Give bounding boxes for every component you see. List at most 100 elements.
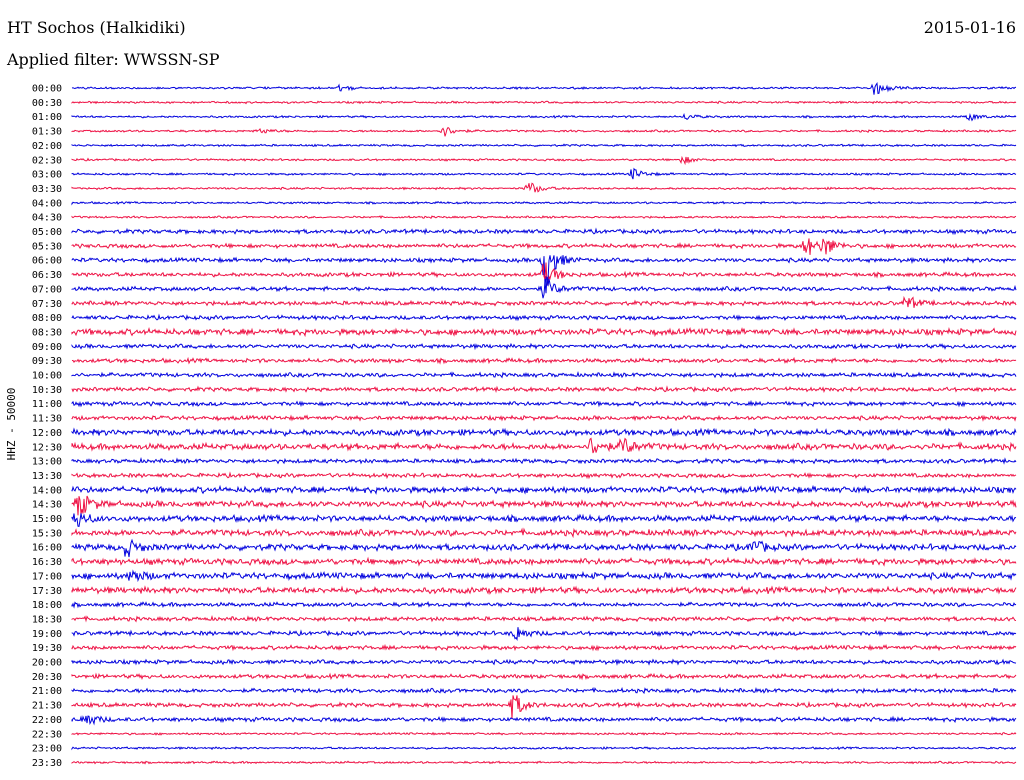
tick-label: 14:00 [32, 485, 62, 496]
tick-label: 11:00 [32, 399, 62, 410]
trace-line [71, 585, 1017, 595]
trace-line [71, 538, 1017, 558]
trace-line [71, 100, 1017, 105]
trace-line [71, 495, 1017, 516]
tick-label: 19:30 [32, 643, 62, 654]
tick-label: 15:00 [32, 514, 62, 525]
trace-line [71, 527, 1017, 539]
tick-label: 06:30 [32, 270, 62, 281]
tick-label: 18:30 [32, 614, 62, 625]
trace-line [71, 746, 1017, 751]
tick-label: 05:30 [32, 241, 62, 252]
tick-label: 05:00 [32, 227, 62, 238]
trace-line [71, 643, 1017, 652]
tick-label: 04:00 [32, 198, 62, 209]
tick-label: 06:00 [32, 256, 62, 267]
tick-label: 01:00 [32, 112, 62, 123]
tick-label: 03:30 [32, 184, 62, 195]
tick-label: 02:00 [32, 141, 62, 152]
tick-label: 08:30 [32, 327, 62, 338]
tick-label: 13:00 [32, 457, 62, 468]
y-axis-label: HHZ - 50000 [5, 388, 18, 461]
trace-line [71, 276, 1017, 299]
trace-line [71, 81, 1017, 95]
tick-label: 08:00 [32, 313, 62, 324]
tick-label: 04:30 [32, 213, 62, 224]
trace-line [71, 484, 1017, 495]
trace-line [71, 513, 1017, 527]
trace-line [71, 414, 1017, 422]
tick-label: 00:30 [32, 98, 62, 109]
trace-line [71, 437, 1017, 454]
trace-line [71, 695, 1017, 719]
trace-line [71, 182, 1017, 193]
tick-label: 23:00 [32, 744, 62, 755]
trace-line [71, 167, 1017, 180]
trace-line [71, 143, 1017, 148]
trace-line [71, 215, 1017, 220]
trace-line [71, 370, 1017, 379]
tick-label: 10:00 [32, 371, 62, 382]
trace-line [71, 715, 1017, 726]
tick-label: 10:30 [32, 385, 62, 396]
trace-line [71, 457, 1017, 465]
trace-line [71, 295, 1017, 308]
tick-label: 21:30 [32, 701, 62, 712]
tick-label: 14:30 [32, 500, 62, 511]
tick-label: 21:00 [32, 686, 62, 697]
trace-line [71, 672, 1017, 681]
tick-label: 18:00 [32, 600, 62, 611]
filter-label: Applied filter: WWSSN-SP [7, 50, 220, 69]
trace-line [71, 556, 1017, 567]
tick-label: 07:30 [32, 299, 62, 310]
trace-line [71, 342, 1017, 351]
trace-line [71, 658, 1017, 666]
record-date: 2015-01-16 [923, 18, 1016, 37]
tick-label: 22:00 [32, 715, 62, 726]
tick-label: 20:30 [32, 672, 62, 683]
trace-line [71, 126, 1017, 137]
trace-line [71, 569, 1017, 583]
trace-line [71, 600, 1017, 609]
station-title: HT Sochos (Halkidiki) [7, 18, 186, 37]
trace-line [71, 326, 1017, 338]
tick-label: 01:30 [32, 127, 62, 138]
tick-label: 02:30 [32, 155, 62, 166]
tick-label: 17:00 [32, 571, 62, 582]
trace-line [71, 427, 1017, 438]
tick-label: 20:00 [32, 658, 62, 669]
trace-line [71, 313, 1017, 322]
trace-line [71, 686, 1017, 695]
tick-label: 12:30 [32, 442, 62, 453]
tick-label: 09:30 [32, 356, 62, 367]
tick-label: 07:00 [32, 284, 62, 295]
trace-line [71, 760, 1017, 765]
tick-label: 23:30 [32, 758, 62, 769]
trace-line [71, 238, 1017, 255]
tick-label: 11:30 [32, 414, 62, 425]
tick-label: 00:00 [32, 84, 62, 95]
tick-label: 03:00 [32, 170, 62, 181]
tick-label: 19:00 [32, 629, 62, 640]
tick-label: 09:00 [32, 342, 62, 353]
trace-line [71, 227, 1017, 236]
trace-line [71, 731, 1017, 736]
trace-line [71, 262, 1017, 287]
trace-line [71, 627, 1017, 642]
tick-label: 17:30 [32, 586, 62, 597]
tick-label: 16:00 [32, 543, 62, 554]
trace-line [71, 399, 1017, 408]
tick-label: 12:00 [32, 428, 62, 439]
trace-line [71, 356, 1017, 365]
trace-group [71, 81, 1017, 765]
trace-line [71, 385, 1017, 394]
trace-line [71, 614, 1017, 623]
tick-label: 22:30 [32, 729, 62, 740]
trace-line [71, 113, 1017, 122]
tick-label: 16:30 [32, 557, 62, 568]
trace-line [71, 155, 1017, 166]
tick-label: 13:30 [32, 471, 62, 482]
trace-line [71, 200, 1017, 206]
tick-group: 00:00 00:30 01:00 01:30 02:00 02:30 03:00 03:30… [32, 84, 62, 769]
